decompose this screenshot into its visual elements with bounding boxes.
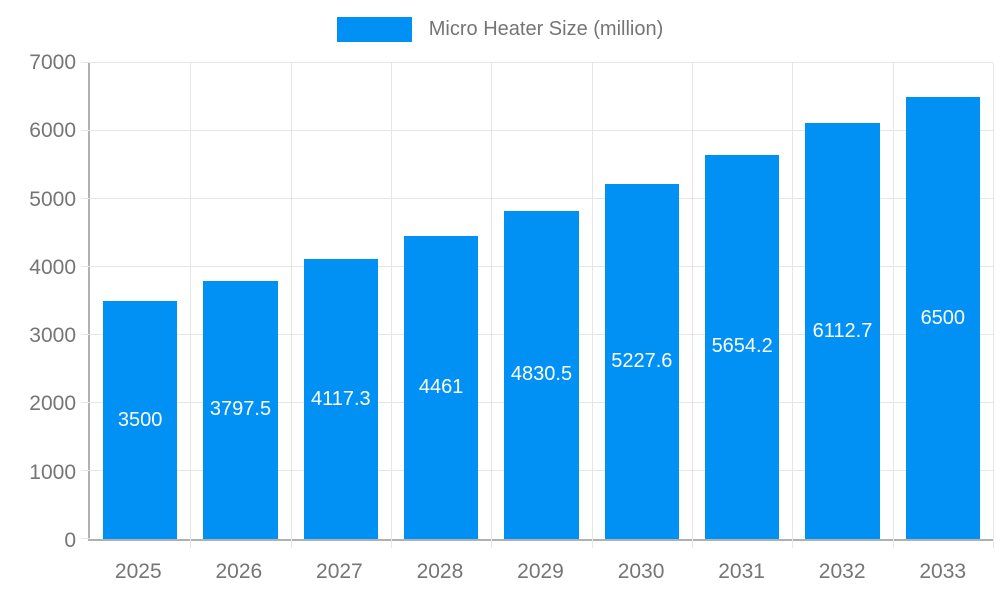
bar-value-label: 3500 [117,408,163,431]
bar-value-label: 5654.2 [711,335,773,358]
legend-label: Micro Heater Size (million) [428,18,664,40]
bar-2027[interactable]: 4117.3 [303,259,378,539]
bar-2030[interactable]: 5227.6 [604,183,679,539]
gridline [491,63,493,548]
bar-2031[interactable]: 5654.2 [705,154,780,539]
gridline [892,63,894,548]
x-tick-label: 2031 [718,560,765,583]
y-tick-label: 7000 [29,51,76,74]
gridline [390,63,392,548]
x-tick-label: 2033 [919,560,967,583]
x-tick-label: 2029 [517,560,564,583]
bar-2033[interactable]: 6500 [905,97,980,539]
gridline [81,198,993,199]
gridline [81,538,90,539]
x-axis-labels: 2025 2026 2027 2028 2029 2030 2031 2032 2033 [88,556,993,588]
gridline [290,63,292,548]
legend-swatch [336,17,412,42]
gridline [591,63,593,548]
y-tick-label: 0 [64,529,76,552]
x-tick-label: 2025 [114,560,162,583]
legend[interactable]: Micro Heater Size (million) [0,17,1000,42]
y-tick-label: 4000 [29,255,76,279]
bar-value-label: 4117.3 [310,387,371,410]
x-tick-label: 2027 [316,560,363,583]
gridline [792,63,794,548]
y-tick-label: 1000 [29,460,76,484]
bar-2028[interactable]: 4461 [404,235,479,539]
bar-value-label: 4830.5 [510,363,573,386]
bar-value-label: 4461 [418,375,464,398]
bar-value-label: 3797.5 [209,398,272,421]
x-tick-label: 2026 [215,560,263,583]
gridline [81,130,993,131]
gridline [691,63,693,548]
x-tick-label: 2030 [617,560,665,583]
bar-value-label: 6500 [920,306,966,329]
bar-2029[interactable]: 4830.5 [504,210,579,539]
gridline [81,62,993,63]
bar-value-label: 6112.7 [812,319,873,342]
y-tick-label: 6000 [29,119,76,143]
bar-2026[interactable]: 3797.5 [203,280,278,539]
x-tick-label: 2032 [818,560,866,583]
x-tick-label: 2028 [416,560,464,583]
bar-value-label: 5227.6 [611,349,673,372]
y-tick-label: 5000 [29,187,76,211]
y-tick-label: 2000 [29,392,76,416]
y-tick-label: 3000 [29,324,76,348]
gridline [993,63,994,548]
plot-area: 3500 3797.5 4117.3 4461 4830.5 5227.6 5654.2 61… [81,62,994,548]
y-axis-labels: 0 1000 2000 3000 4000 5000 6000 7000 [0,51,76,552]
gridline [190,63,192,548]
bar-2025[interactable]: 3500 [103,301,178,539]
bar-2032[interactable]: 6112.7 [805,123,880,539]
